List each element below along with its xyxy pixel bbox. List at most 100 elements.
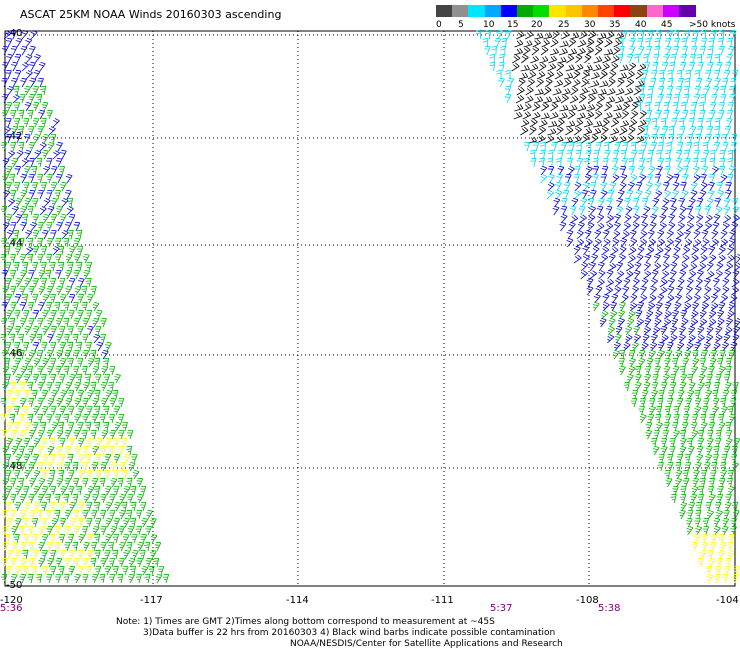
wind-barb [6,229,14,240]
wind-barb [65,253,73,264]
wind-barb [703,149,710,160]
wind-barb [103,374,110,384]
wind-barb [18,237,25,248]
wind-barb [681,421,689,432]
wind-barb [58,469,65,480]
colorbar-label: 15 [507,20,519,30]
wind-barb [34,53,41,64]
wind-barb [110,461,118,472]
wind-barb [668,390,675,400]
wind-barb [606,197,613,208]
wind-barb [673,29,680,40]
wind-barb [667,285,675,296]
wind-barb [58,565,65,576]
wind-barb [671,357,679,368]
wind-barb [55,317,63,328]
wind-barb [24,277,32,288]
wind-barb [600,190,608,200]
wind-barb [707,509,715,520]
wind-barb [716,557,724,568]
wind-barb [548,149,554,160]
wind-barb [721,133,727,144]
wind-barb [713,381,720,392]
wind-barb [41,485,49,496]
wind-barb [5,262,12,272]
wind-barb [14,325,22,336]
latitude-label: -44 [6,238,22,249]
wind-barb [697,125,704,136]
wind-barb [653,430,660,440]
wind-barb [714,502,722,512]
wind-barb [482,37,489,48]
wind-barb [664,246,672,256]
wind-barb [69,373,76,384]
wind-barb [55,157,63,168]
wind-barb [547,128,557,136]
wind-barb [637,119,647,128]
wind-barb [77,501,85,512]
wind-barb [731,222,739,232]
wind-barb [73,269,80,280]
wind-barb [659,222,667,232]
wind-barb [85,502,93,512]
wind-barb [523,142,531,152]
wind-barb [72,493,79,504]
wind-barb [92,397,100,408]
wind-barb [653,54,660,64]
wind-barb [63,333,70,344]
wind-barb [28,286,35,296]
wind-barb [157,566,165,576]
wind-barb [694,397,702,408]
wind-barb [613,39,622,48]
wind-barb [545,135,555,144]
wind-barb [10,302,17,312]
wind-barb [146,509,153,520]
wind-barb [735,317,740,328]
wind-barb [596,205,604,216]
wind-barb [619,64,629,72]
wind-barb [560,94,569,104]
wind-barb [686,142,693,152]
wind-barb [9,270,16,280]
wind-barb [501,37,507,48]
wind-barb [85,262,92,272]
wind-barb [731,70,738,80]
wind-barb [656,421,664,432]
wind-barb [77,293,84,304]
wind-barb [684,453,691,464]
wind-barb [691,46,698,56]
wind-barb [618,37,624,48]
wind-barb [610,118,619,128]
wind-barb [643,53,649,64]
wind-barb [46,525,54,536]
wind-barb [654,101,661,112]
wind-barb [0,142,7,152]
wind-barb [140,502,147,512]
wind-barb [27,398,35,408]
wind-barb [538,119,548,128]
wind-barb [585,166,593,176]
wind-barb [23,118,30,128]
wind-barb [55,574,62,584]
wind-barb [561,197,568,208]
wind-barb [675,166,684,176]
wind-barb [700,421,708,432]
wind-barb [68,437,76,448]
wind-barb [682,173,689,184]
wind-barb [99,477,106,488]
wind-barb [47,477,54,488]
wind-barb [693,150,700,160]
wind-barb [682,414,690,424]
wind-barb [58,245,65,256]
wind-barb [651,269,659,280]
wind-barb [589,205,597,216]
wind-barb [608,78,616,88]
wind-barb [50,325,58,336]
wind-barb [2,157,10,168]
wind-barb [19,301,27,312]
wind-barb [2,173,9,184]
wind-barb [614,222,621,232]
wind-barb [602,302,610,312]
wind-barb [679,445,687,456]
wind-barb [554,71,564,80]
